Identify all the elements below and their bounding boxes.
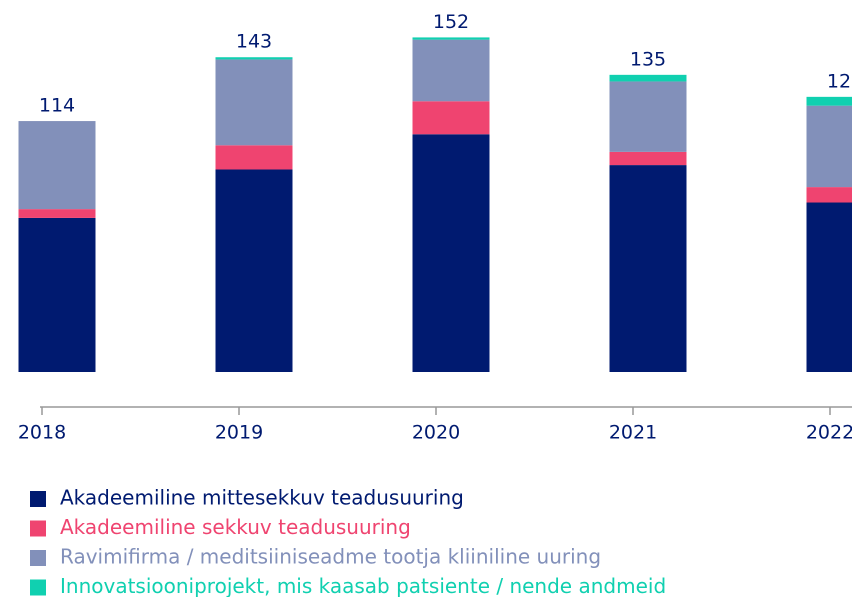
bar-segment bbox=[215, 59, 293, 146]
legend-label: Ravimifirma / meditsiiniseadme tootja kl… bbox=[60, 545, 601, 569]
total-label: 152 bbox=[433, 11, 469, 33]
bar-segment bbox=[18, 209, 96, 218]
total-label: 135 bbox=[630, 48, 666, 70]
legend-swatch bbox=[30, 550, 46, 566]
bar-segment bbox=[215, 169, 293, 372]
legend-label: Akadeemiline sekkuv teadusuuring bbox=[60, 515, 411, 539]
bar-segment bbox=[806, 202, 852, 372]
bar-segment bbox=[609, 151, 687, 166]
bar-segment bbox=[215, 145, 293, 170]
x-tick-label: 2022 bbox=[806, 422, 852, 444]
bar-segment bbox=[609, 81, 687, 152]
total-label: 143 bbox=[236, 31, 272, 53]
bar-segment bbox=[18, 217, 96, 372]
legend-swatch bbox=[30, 520, 46, 537]
bar-segment bbox=[609, 74, 687, 82]
legend-label: Innovatsiooniprojekt, mis kaasab patsien… bbox=[60, 574, 666, 597]
total-label: 114 bbox=[39, 95, 75, 117]
x-tick-label: 2020 bbox=[412, 422, 460, 444]
legend-swatch bbox=[30, 491, 46, 507]
bar-segment bbox=[215, 57, 293, 60]
legend-label: Akadeemiline mittesekkuv teadusuuring bbox=[60, 486, 464, 510]
x-tick-label: 2021 bbox=[609, 422, 657, 444]
bar-segment bbox=[806, 96, 852, 106]
bar-segment bbox=[412, 39, 490, 102]
total-label: 125 bbox=[827, 70, 852, 92]
bar-segment bbox=[806, 187, 852, 203]
legend-swatch bbox=[30, 579, 46, 596]
x-tick-label: 2019 bbox=[215, 422, 263, 444]
bar-segment bbox=[412, 134, 490, 372]
bar-segment bbox=[609, 165, 687, 372]
bar-segment bbox=[18, 121, 96, 210]
bar-segment bbox=[412, 37, 490, 40]
bar-segment bbox=[806, 105, 852, 188]
bar-segment bbox=[412, 101, 490, 135]
x-tick-label: 2018 bbox=[18, 422, 66, 444]
